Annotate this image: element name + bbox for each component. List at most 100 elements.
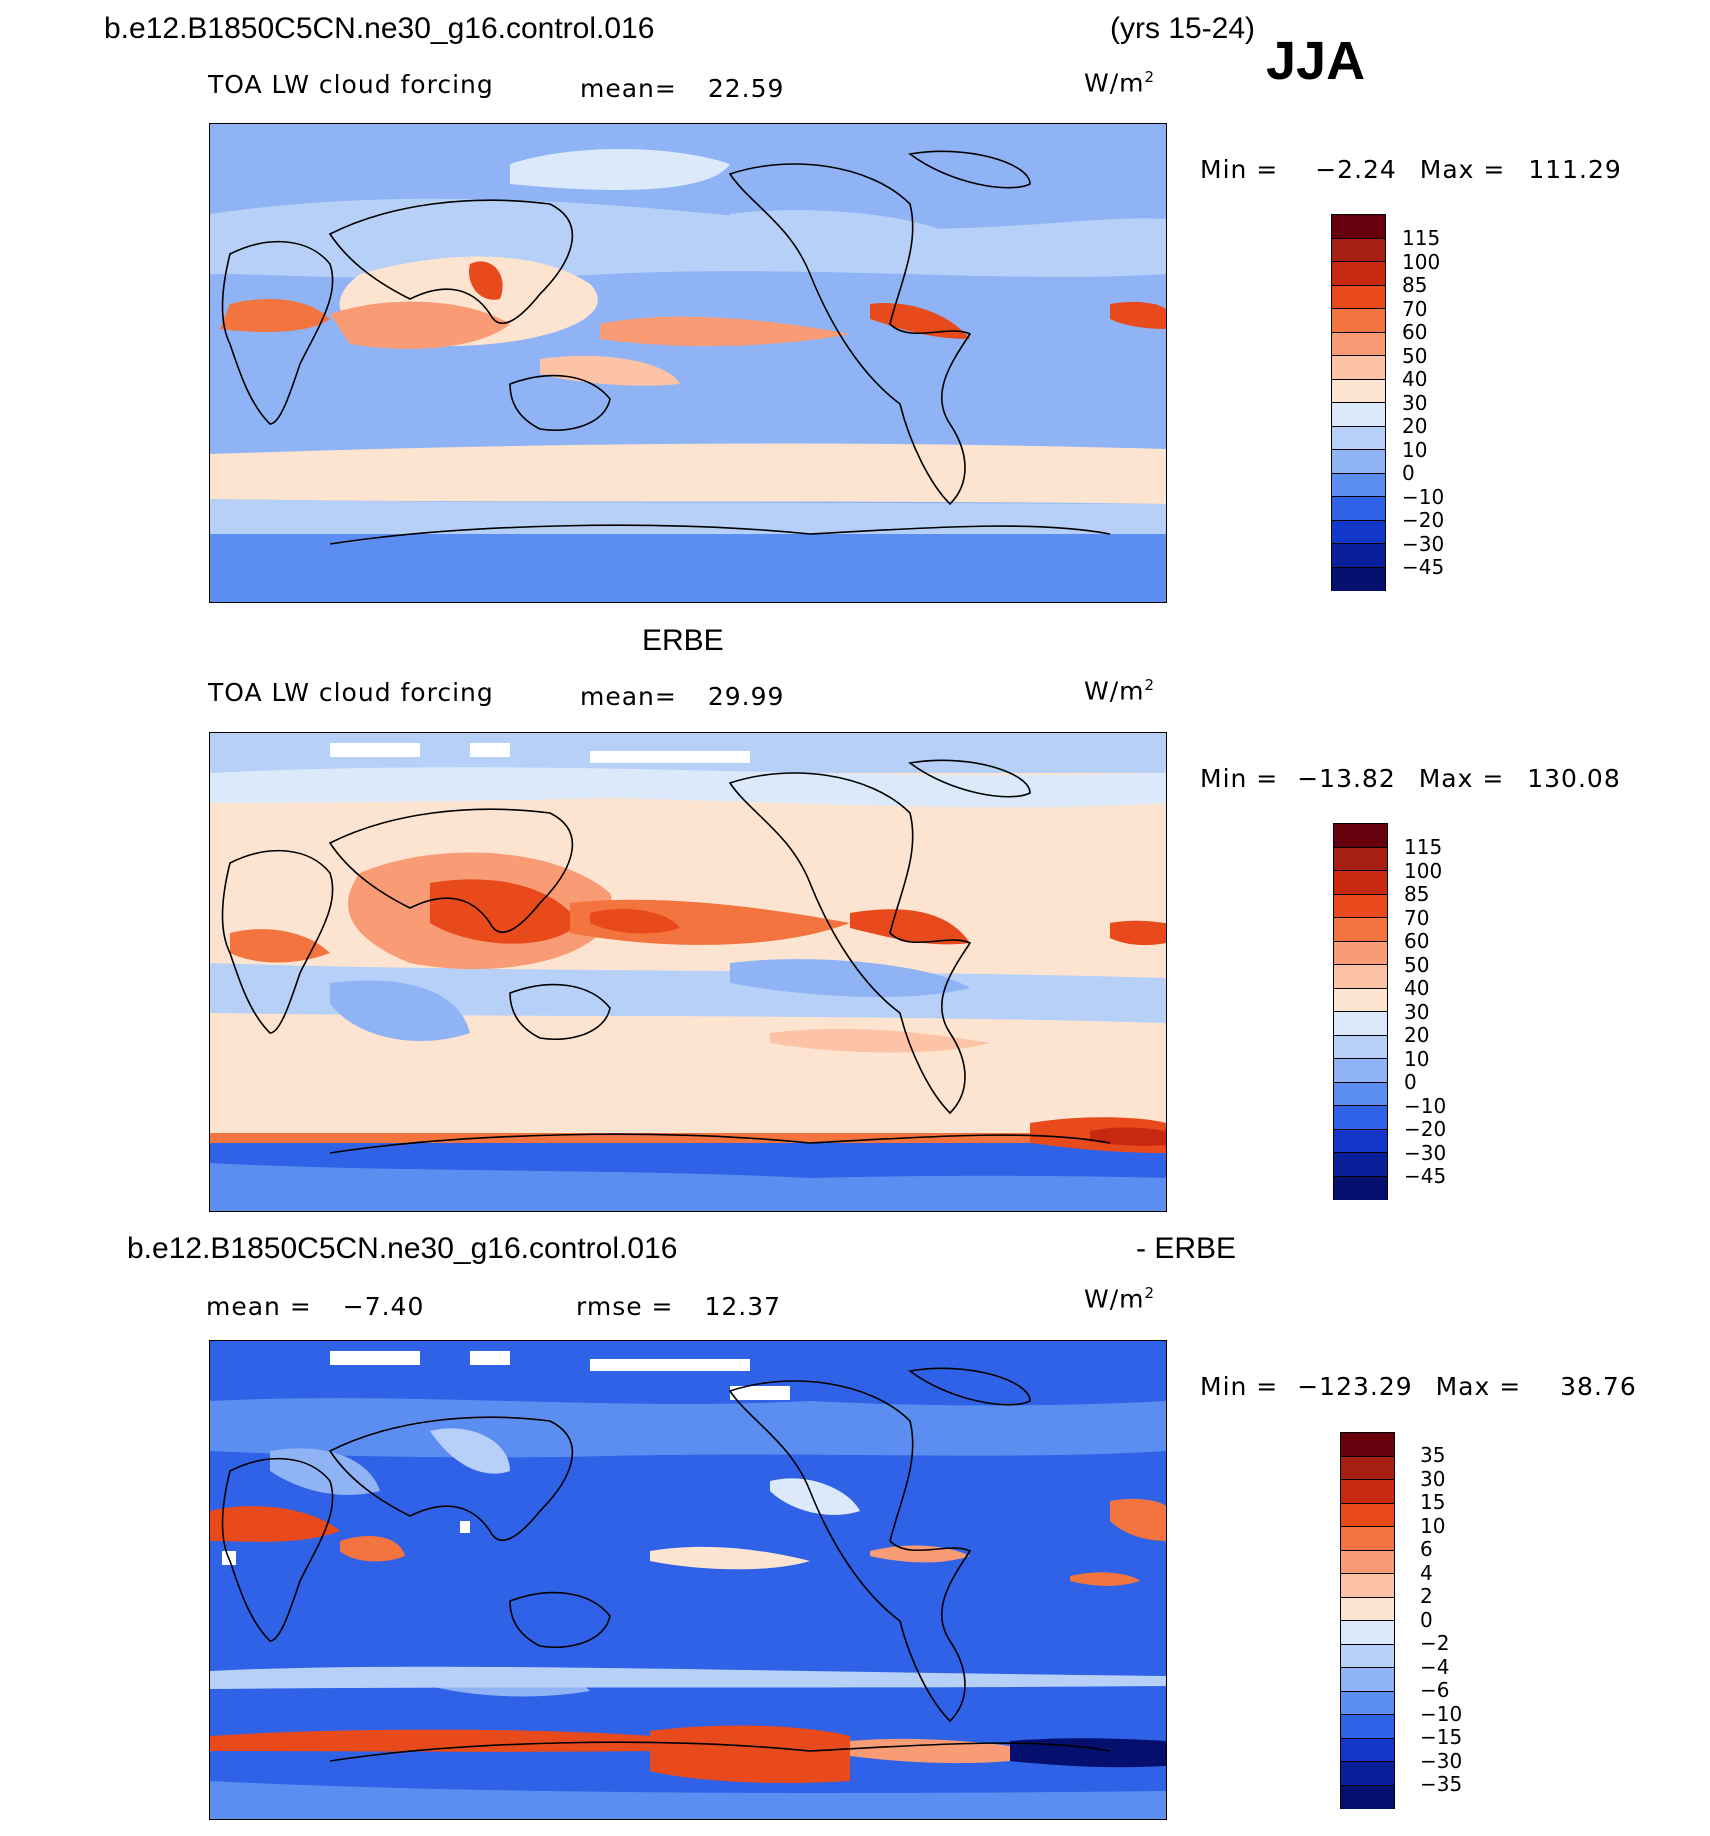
colorbar-bin xyxy=(1334,1082,1387,1106)
colorbar-bin xyxy=(1332,403,1385,427)
colorbar-bin xyxy=(1341,1574,1394,1598)
colorbar-bin xyxy=(1332,215,1385,239)
colorbar-label: 4 xyxy=(1420,1560,1433,1585)
colorbar-label: 85 xyxy=(1402,273,1428,297)
colorbar-bin xyxy=(1332,262,1385,286)
max-value: 130.08 xyxy=(1527,764,1621,793)
colorbar-label: −20 xyxy=(1404,1117,1447,1141)
panel3-units: W/m2 xyxy=(1084,1284,1155,1313)
colorbar-label: −20 xyxy=(1402,508,1445,532)
colorbar-bin xyxy=(1341,1762,1394,1786)
colorbar-bin xyxy=(1334,965,1387,989)
min-label: Min = xyxy=(1200,764,1279,793)
panel3-minmax: Min = −123.29 Max = 38.76 xyxy=(1200,1372,1637,1401)
colorbar-bin xyxy=(1332,567,1385,591)
panel2-map xyxy=(209,732,1167,1212)
colorbar-bin xyxy=(1332,379,1385,403)
colorbar-bin xyxy=(1332,544,1385,568)
mean-label: mean= xyxy=(580,682,677,711)
colorbar-label: 20 xyxy=(1402,414,1428,438)
min-value: −13.82 xyxy=(1297,764,1396,793)
colorbar-label: −45 xyxy=(1402,555,1445,579)
colorbar-bin xyxy=(1334,1035,1387,1059)
colorbar-bin xyxy=(1341,1668,1394,1692)
colorbar-label: −35 xyxy=(1420,1772,1463,1796)
panel1-minmax: Min = −2.24 Max = 111.29 xyxy=(1200,155,1622,184)
max-label: Max = xyxy=(1435,1372,1522,1401)
colorbar-bin xyxy=(1334,941,1387,965)
colorbar-bin xyxy=(1341,1597,1394,1621)
colorbar-bin xyxy=(1332,285,1385,309)
panel1-colorbar xyxy=(1331,214,1386,591)
colorbar-bin xyxy=(1332,238,1385,262)
colorbar-label: 100 xyxy=(1402,249,1441,274)
min-label: Min = xyxy=(1200,1372,1279,1401)
colorbar-label: −30 xyxy=(1420,1748,1463,1773)
mean-value: 29.99 xyxy=(707,682,785,711)
colorbar-bin xyxy=(1334,988,1387,1012)
rmse-label: rmse = xyxy=(576,1292,674,1321)
colorbar-label: 30 xyxy=(1420,1466,1446,1491)
colorbar-bin xyxy=(1332,426,1385,450)
mean-label: mean = xyxy=(206,1292,312,1321)
colorbar-label: 60 xyxy=(1402,320,1428,344)
colorbar-label: 50 xyxy=(1404,952,1430,977)
panel3-mean: mean = −7.40 xyxy=(206,1292,424,1321)
colorbar-bin xyxy=(1341,1644,1394,1668)
colorbar-bin xyxy=(1334,1059,1387,1083)
colorbar-label: −45 xyxy=(1404,1164,1447,1188)
colorbar-label: 10 xyxy=(1420,1513,1446,1538)
colorbar-label: 0 xyxy=(1420,1607,1433,1632)
colorbar-bin xyxy=(1341,1527,1394,1551)
panel1-contour-map xyxy=(210,124,1166,602)
colorbar-bin xyxy=(1341,1433,1394,1457)
colorbar-bin xyxy=(1334,847,1387,871)
season-label: JJA xyxy=(1266,31,1366,91)
colorbar-label: 100 xyxy=(1404,858,1443,883)
colorbar-bin xyxy=(1332,356,1385,380)
colorbar-label: 10 xyxy=(1404,1046,1430,1071)
panel3-map xyxy=(209,1340,1167,1820)
min-label: Min = xyxy=(1200,155,1279,184)
mean-label: mean= xyxy=(580,74,677,103)
panel3-colorbar xyxy=(1340,1432,1395,1809)
units-sup: 2 xyxy=(1144,1284,1156,1302)
colorbar-bin xyxy=(1334,1012,1387,1036)
panel3-contour-map xyxy=(210,1341,1166,1819)
colorbar-label: 35 xyxy=(1420,1443,1446,1467)
colorbar-bin xyxy=(1334,918,1387,942)
panel2-title: ERBE xyxy=(642,624,724,657)
colorbar-label: 30 xyxy=(1404,999,1430,1024)
colorbar-label: 10 xyxy=(1402,437,1428,462)
max-label: Max = xyxy=(1419,155,1506,184)
panel2-minmax: Min = −13.82 Max = 130.08 xyxy=(1200,764,1621,793)
colorbar-bin xyxy=(1332,332,1385,356)
colorbar-label: 40 xyxy=(1402,367,1428,391)
max-label: Max = xyxy=(1418,764,1505,793)
max-value: 111.29 xyxy=(1528,155,1622,184)
panel1-colorbar-labels: 115 100 85 70 60 50 40 30 20 10 0 −10 −2… xyxy=(1402,226,1445,580)
colorbar-label: 0 xyxy=(1402,461,1415,485)
colorbar-label: 20 xyxy=(1404,1023,1430,1047)
colorbar-bin xyxy=(1341,1480,1394,1504)
colorbar-bin xyxy=(1341,1503,1394,1527)
colorbar-label: −10 xyxy=(1420,1701,1463,1726)
colorbar-label: 2 xyxy=(1420,1584,1433,1608)
case-title: b.e12.B1850C5CN.ne30_g16.control.016 xyxy=(104,12,655,45)
colorbar-label: −10 xyxy=(1404,1093,1447,1118)
colorbar-bin xyxy=(1334,894,1387,918)
colorbar-label: 70 xyxy=(1404,905,1430,930)
panel2-units: W/m2 xyxy=(1084,676,1155,705)
units-text: W/m xyxy=(1084,68,1145,98)
colorbar-label: −6 xyxy=(1420,1678,1450,1702)
colorbar-label: 40 xyxy=(1404,976,1430,1000)
colorbar-bin xyxy=(1341,1785,1394,1809)
colorbar-bin xyxy=(1334,1129,1387,1153)
colorbar-bin xyxy=(1341,1738,1394,1762)
colorbar-label: −2 xyxy=(1420,1631,1450,1655)
panel3-title-right: - ERBE xyxy=(1136,1232,1237,1265)
colorbar-bin xyxy=(1341,1456,1394,1480)
units-text: W/m xyxy=(1084,676,1145,706)
colorbar-bin xyxy=(1334,1106,1387,1130)
min-value: −2.24 xyxy=(1315,155,1397,184)
